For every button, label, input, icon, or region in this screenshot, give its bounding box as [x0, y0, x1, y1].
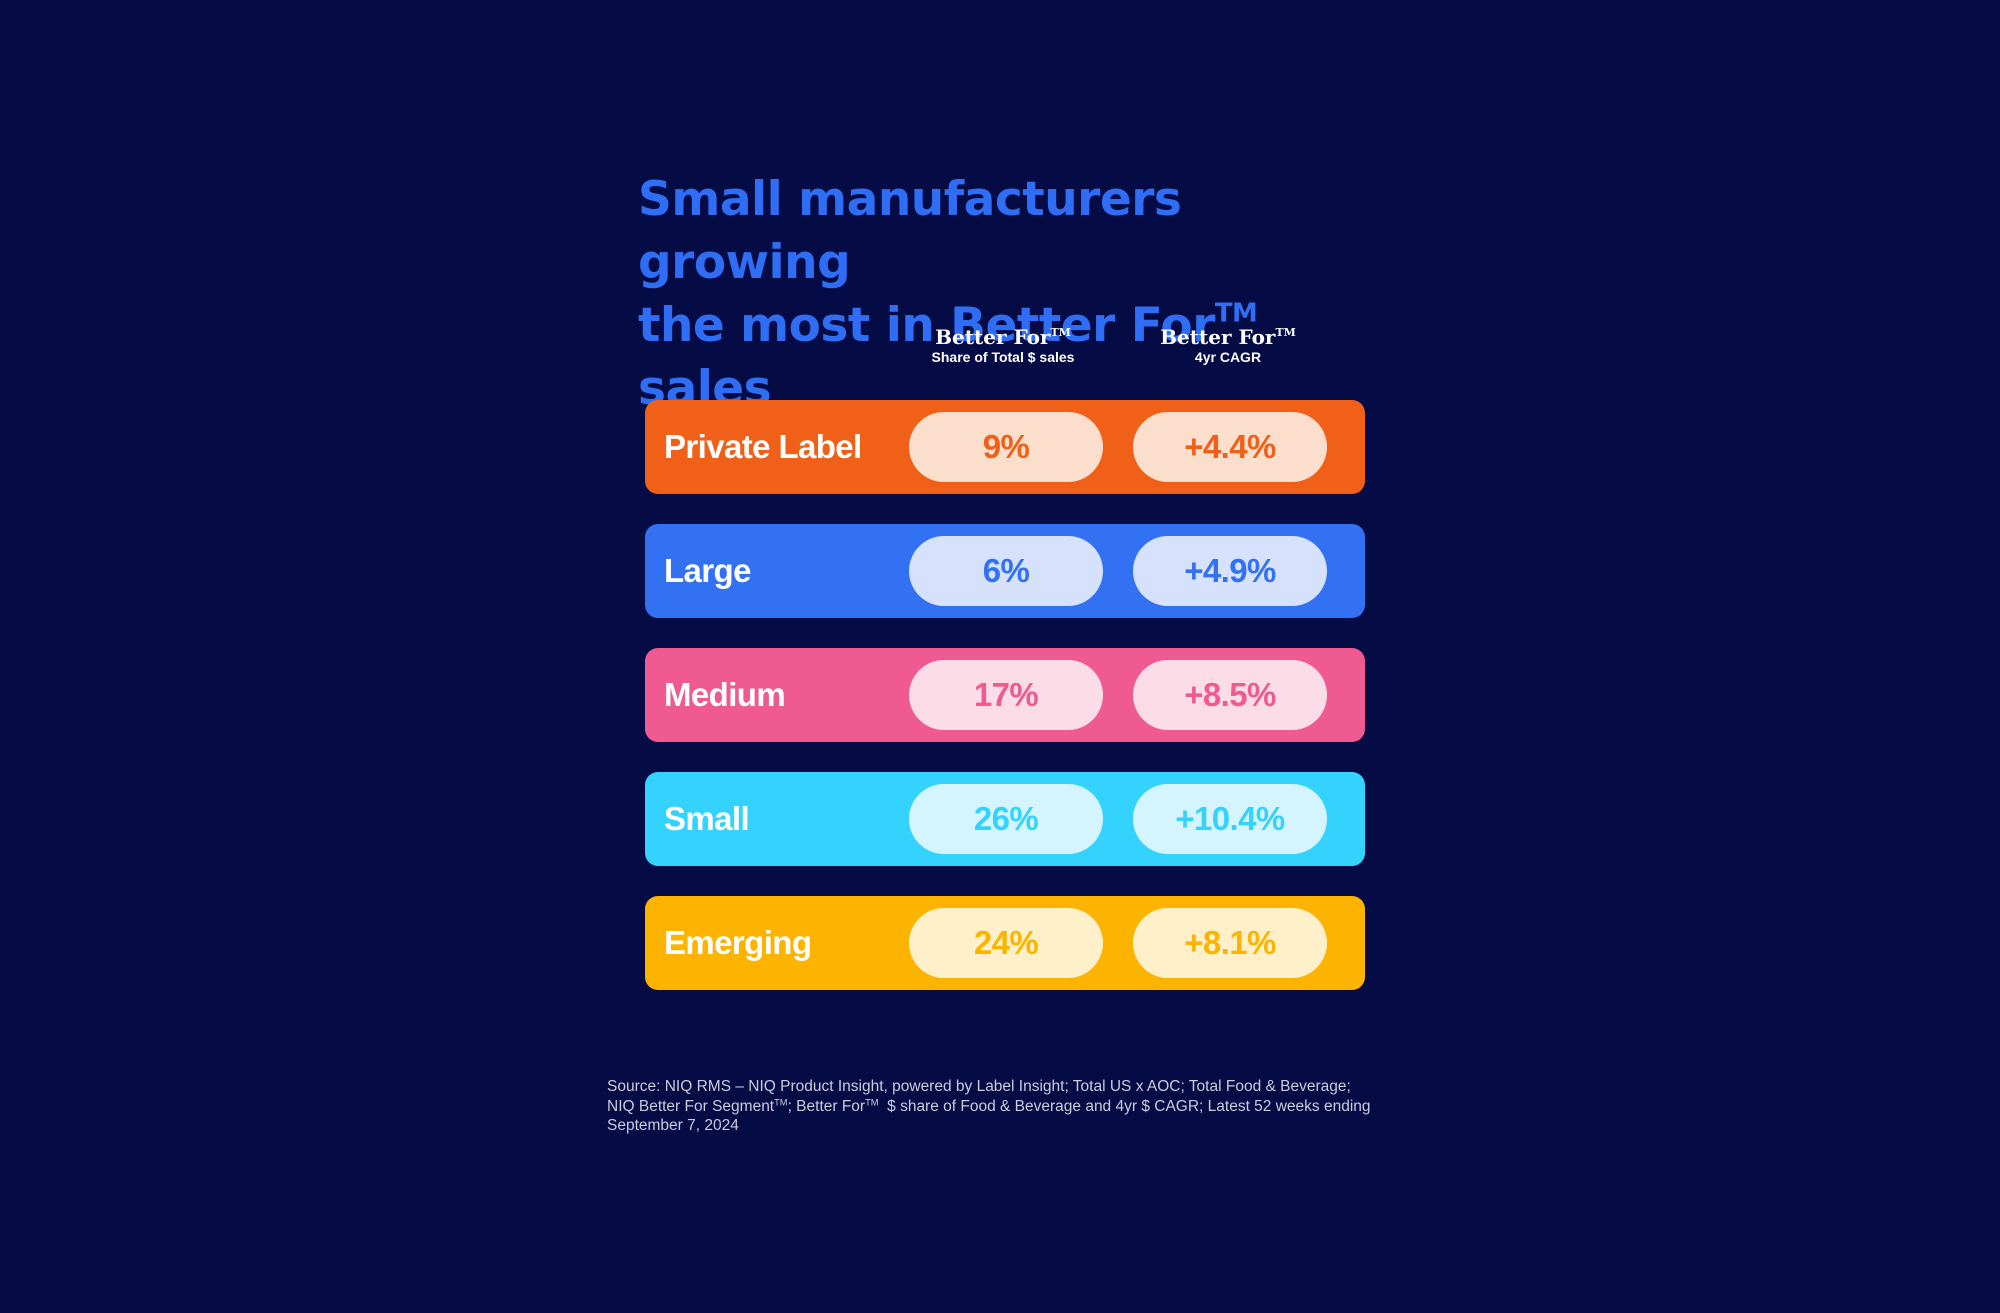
segment-row-emerging: Emerging 24% +8.1% — [645, 896, 1365, 990]
segment-label: Small — [664, 800, 750, 837]
trademark-mark: TM — [1214, 298, 1258, 329]
segment-label: Emerging — [664, 924, 812, 961]
segment-row-small: Small 26% +10.4% — [645, 772, 1365, 866]
cagr-value-pill: +8.1% — [1133, 908, 1327, 978]
source-note: Source: NIQ RMS – NIQ Product Insight, p… — [607, 1077, 1407, 1136]
chart-title: Small manufacturers growing the most in … — [638, 168, 1398, 420]
column-header-share: Better ForTM Share of Total $ sales — [888, 326, 1118, 366]
segment-row-private-label: Private Label 9% +4.4% — [645, 400, 1365, 494]
segment-label: Private Label — [664, 428, 862, 465]
cagr-value-pill: +10.4% — [1133, 784, 1327, 854]
title-line-2: the most in Better ForTM sales — [638, 298, 1258, 416]
segment-label: Medium — [664, 676, 786, 713]
column-header-subtitle: Share of Total $ sales — [931, 349, 1075, 365]
share-value-pill: 26% — [909, 784, 1103, 854]
segment-row-large: Large 6% +4.9% — [645, 524, 1365, 618]
segment-row-medium: Medium 17% +8.5% — [645, 648, 1365, 742]
column-header-subtitle: 4yr CAGR — [1194, 349, 1262, 365]
column-header-brand: Better ForTM — [1160, 325, 1296, 349]
share-value-pill: 24% — [909, 908, 1103, 978]
cagr-value-pill: +8.5% — [1133, 660, 1327, 730]
source-line-3: September 7, 2024 — [607, 1117, 739, 1134]
share-value-pill: 17% — [909, 660, 1103, 730]
column-header-brand: Better ForTM — [935, 325, 1071, 349]
column-header-cagr: Better ForTM 4yr CAGR — [1113, 326, 1343, 366]
title-line-1: Small manufacturers growing — [638, 172, 1182, 290]
cagr-value-pill: +4.4% — [1133, 412, 1327, 482]
source-line-2: NIQ Better For SegmentTM; Better ForTM $… — [607, 1096, 1371, 1115]
share-value-pill: 6% — [909, 536, 1103, 606]
source-line-1: Source: NIQ RMS – NIQ Product Insight, p… — [607, 1078, 1351, 1095]
cagr-value-pill: +4.9% — [1133, 536, 1327, 606]
share-value-pill: 9% — [909, 412, 1103, 482]
segment-label: Large — [664, 552, 751, 589]
